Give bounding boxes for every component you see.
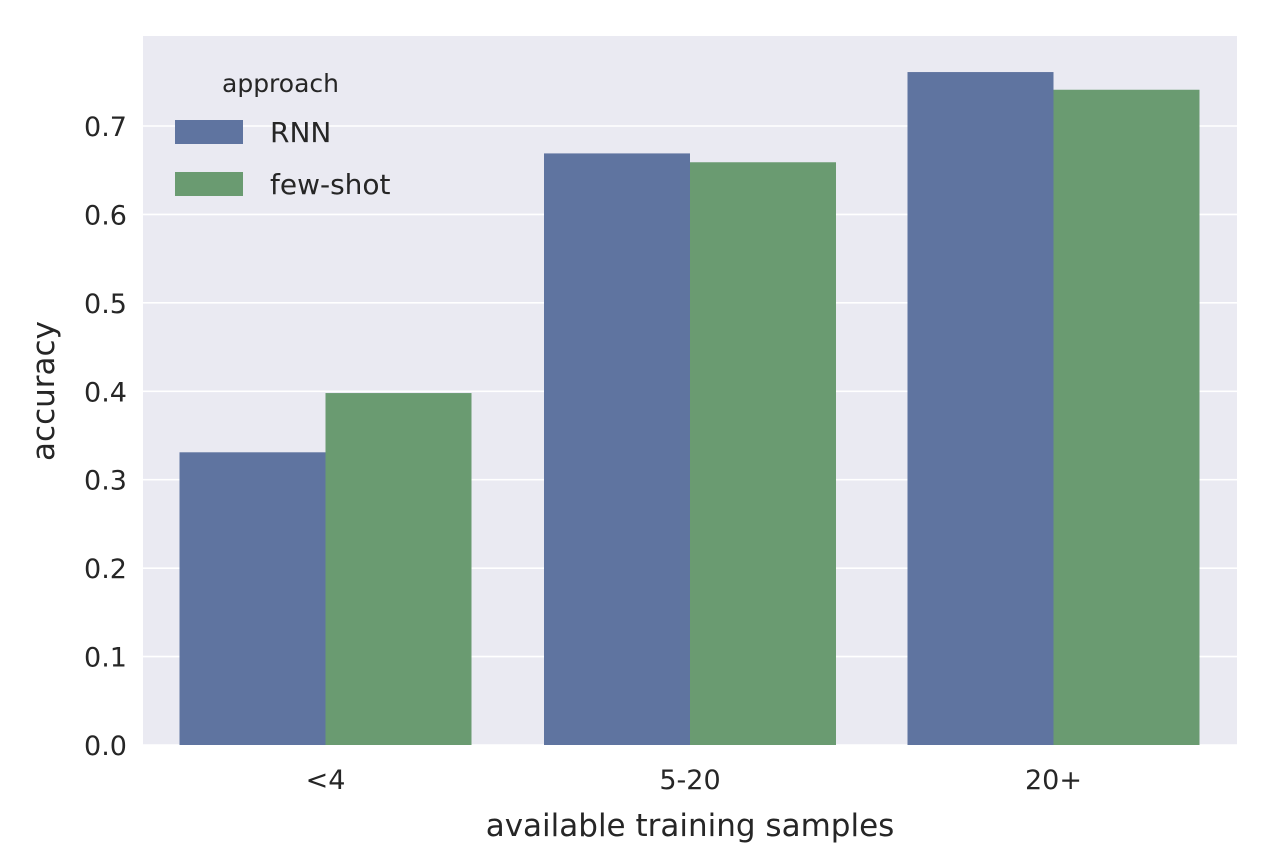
y-tick-label: 0.3 bbox=[84, 466, 127, 497]
legend-swatch bbox=[175, 172, 243, 196]
legend: approach RNN few-shot bbox=[175, 69, 391, 201]
y-tick-label: 0.6 bbox=[84, 200, 127, 231]
y-tick-label: 0.4 bbox=[84, 377, 127, 408]
y-tick-label: 0.2 bbox=[84, 554, 127, 585]
y-axis-label: accuracy bbox=[26, 321, 62, 461]
bar-few-shot-1 bbox=[325, 393, 472, 745]
y-tick-label: 0.5 bbox=[84, 289, 127, 320]
y-tick-label: 0.7 bbox=[84, 112, 127, 143]
bar-few-shot-2 bbox=[690, 162, 836, 745]
x-tick-label: 5-20 bbox=[659, 765, 720, 796]
y-tick-label: 0.0 bbox=[84, 731, 127, 762]
bar-rnn-2 bbox=[544, 153, 690, 746]
legend-label: few-shot bbox=[270, 168, 391, 201]
x-tick-label: 20+ bbox=[1025, 765, 1082, 796]
bar-rnn-1 bbox=[179, 452, 326, 745]
x-tick-label: <4 bbox=[306, 765, 346, 796]
y-axis-ticks: 0.0 0.1 0.2 0.3 0.4 0.5 0.6 0.7 bbox=[84, 112, 127, 762]
legend-swatch bbox=[175, 120, 243, 144]
bar-rnn-3 bbox=[907, 72, 1054, 745]
x-axis-ticks: <4 5-20 20+ bbox=[306, 765, 1082, 796]
bars bbox=[179, 72, 1200, 746]
bar-few-shot-3 bbox=[1053, 89, 1200, 746]
y-tick-label: 0.1 bbox=[84, 643, 127, 674]
x-axis-label: available training samples bbox=[486, 808, 895, 844]
legend-title: approach bbox=[222, 69, 339, 98]
legend-label: RNN bbox=[270, 116, 331, 149]
